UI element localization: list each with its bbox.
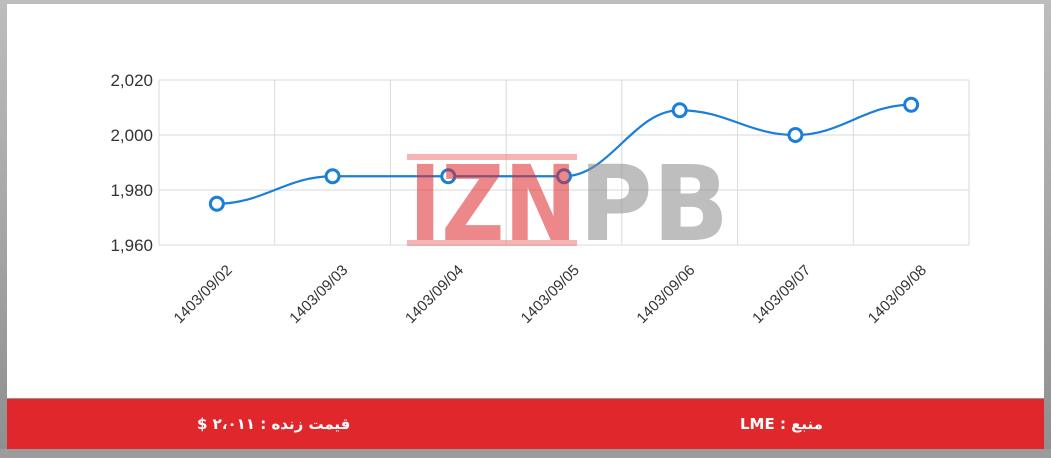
data-point[interactable] [787, 127, 804, 143]
x-tick-label: 1403/09/02 [171, 262, 236, 327]
data-points [208, 96, 920, 212]
data-point[interactable] [324, 168, 341, 185]
svg-text:PB: PB [579, 154, 729, 246]
source-label: منبع : LME [740, 415, 823, 433]
data-point[interactable] [440, 168, 457, 185]
y-tick-label: 1,960 [110, 236, 153, 255]
chart-card: 1,960 1,980 2,000 2,020 1403/09/02 1403/09/0… [7, 4, 1044, 398]
live-price-label: قیمت زنده : ۲،۰۱۱ $ [197, 415, 351, 433]
y-tick-label: 2,020 [110, 71, 153, 90]
iznpb-watermark-logo: IZN PB [407, 154, 729, 246]
y-axis-ticks: 1,960 1,980 2,000 2,020 [110, 71, 153, 255]
data-point[interactable] [208, 195, 225, 212]
y-tick-label: 2,000 [110, 126, 153, 145]
data-point[interactable] [556, 168, 572, 185]
data-point[interactable] [671, 102, 688, 119]
svg-text:IZN: IZN [409, 154, 577, 246]
chart-grid [158, 79, 970, 246]
x-tick-label: 1403/09/08 [865, 262, 930, 327]
x-tick-label: 1403/09/06 [633, 262, 698, 327]
x-tick-label: 1403/09/03 [286, 262, 351, 327]
x-tick-label: 1403/09/07 [749, 262, 814, 327]
info-footer-bar: قیمت زنده : ۲،۰۱۱ $ منبع : LME [7, 399, 1044, 449]
x-tick-label: 1403/09/05 [518, 262, 583, 327]
x-tick-label: 1403/09/04 [402, 262, 467, 327]
bottom-strip [0, 449, 1051, 458]
x-axis-ticks: 1403/09/02 1403/09/03 1403/09/04 1403/09/05… [171, 262, 930, 327]
data-point[interactable] [903, 96, 920, 113]
y-tick-label: 1,980 [110, 181, 153, 200]
